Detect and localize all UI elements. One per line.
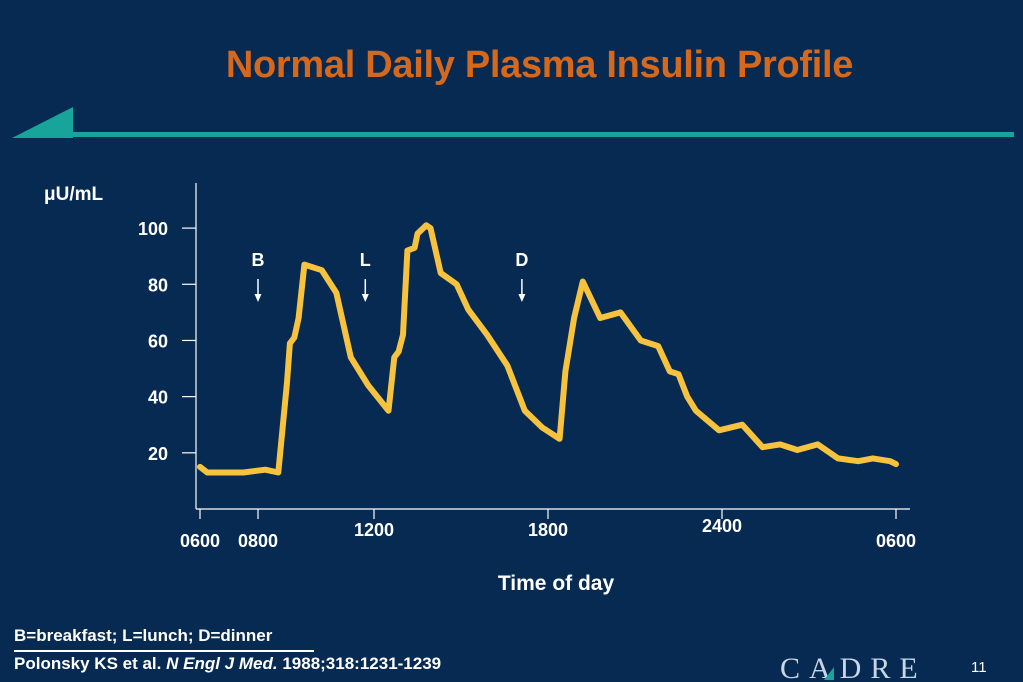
series-group (197, 222, 899, 476)
citation: Polonsky KS et al. N Engl J Med. 1988;31… (14, 654, 441, 674)
logo-text: CADRE (780, 652, 927, 682)
x-tick-label: 1200 (354, 520, 394, 540)
y-tick-label: 60 (148, 331, 168, 351)
x-tick-label: 0800 (238, 531, 278, 551)
slide-title: Normal Daily Plasma Insulin Profile (225, 44, 854, 86)
y-tick-label: 80 (148, 275, 168, 295)
x-tick-label: 0600 (180, 531, 220, 551)
title-divider (72, 132, 1014, 137)
x-tick-label: 1800 (528, 520, 568, 540)
citation-reference: 1988;318:1231-1239 (282, 654, 442, 673)
x-tick-label: 0600 (876, 531, 916, 551)
y-axis-label: μU/mL (44, 184, 104, 205)
y-tick-label: 20 (148, 444, 168, 464)
annotation-arrowhead-icon (518, 294, 526, 302)
citation-journal: N Engl J Med. (166, 654, 278, 673)
insulin-series-line (197, 222, 899, 476)
page-number: 11 (971, 659, 987, 676)
annotation-label: B (252, 250, 265, 270)
annotation-arrowhead-icon (254, 294, 262, 302)
chart-ticks: 20 40 60 80 100 0600 0800 1200 1800 2400 0600 (138, 219, 916, 551)
y-tick-label: 100 (138, 219, 168, 239)
x-tick-label: 2400 (702, 516, 742, 536)
footnote-divider (14, 650, 314, 652)
x-axis-label: Time of day (498, 572, 615, 595)
annotation-label: D (515, 250, 528, 270)
accent-triangle-icon (12, 107, 73, 138)
annotation-arrowhead-icon (361, 294, 369, 302)
y-tick-label: 40 (148, 388, 168, 408)
chart-axes (195, 183, 910, 510)
cadre-logo-icon: CADRE (780, 652, 927, 682)
meal-legend-footnote: B=breakfast; L=lunch; D=dinner (14, 626, 273, 645)
annotation-label: L (360, 250, 371, 270)
citation-authors: Polonsky KS et al. (14, 654, 162, 673)
